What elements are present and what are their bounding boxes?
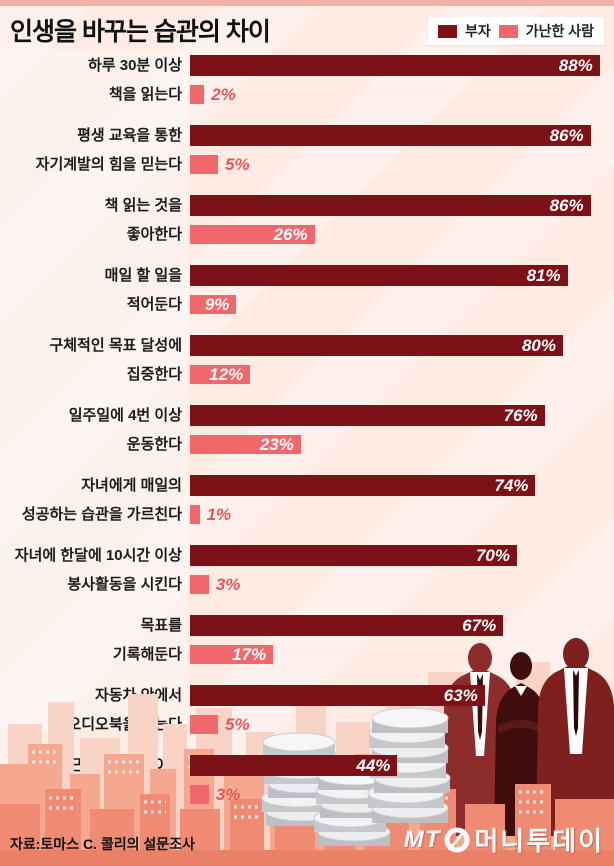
rich-value-label: 70%: [475, 545, 510, 565]
rich-value-label: 67%: [462, 615, 497, 635]
category-label: 매일 할 일을 적어둔다: [104, 267, 182, 313]
legend-poor-swatch: [498, 24, 518, 38]
poor-value-label: 1%: [206, 504, 232, 524]
moneytoday-brand-name: 머니투데이: [474, 826, 604, 856]
rich-bar: 70%: [190, 545, 517, 566]
bar-pair: 76% 23%: [190, 405, 614, 463]
poor-value-label: 26%: [273, 224, 308, 244]
poor-bar: 3%: [190, 575, 240, 594]
rich-bar: 81%: [190, 265, 568, 286]
rich-value-label: 80%: [521, 335, 556, 355]
legend: 부자 가난한 사람: [427, 17, 604, 45]
bar-pair: 63% 5%: [190, 685, 614, 743]
bar-pair: 70% 3%: [190, 545, 614, 603]
poor-value-label: 9%: [204, 294, 230, 314]
rich-bar: 44%: [190, 755, 398, 776]
rich-value-label: 74%: [494, 475, 529, 495]
bar-pair: 88% 2%: [190, 55, 614, 113]
poor-bar: 26%: [190, 225, 315, 244]
chart-row: 하루 30분 이상 책을 읽는다 88% 2%: [0, 55, 614, 113]
poor-value-label: 5%: [225, 714, 250, 734]
chart-row: 매일 할 일을 적어둔다 81% 9%: [0, 265, 614, 323]
category-label: 자녀에게 매일의 성공하는 습관을 가르친다: [21, 477, 182, 523]
poor-bar: 5%: [190, 155, 250, 174]
bar-pair: 86% 5%: [190, 125, 614, 183]
poor-value-label: 3%: [215, 784, 241, 804]
poor-bar: 3%: [190, 785, 240, 804]
poor-bar: 9%: [190, 294, 237, 314]
moneytoday-mt-mark: MT: [403, 825, 441, 853]
rich-value-label: 76%: [503, 405, 538, 425]
rich-bar: 86%: [190, 125, 591, 146]
rich-bar: 63%: [190, 685, 485, 706]
category-label: 평생 교육을 통한 자기계발의 힘을 믿는다: [35, 127, 182, 173]
source-note: 자료:토마스 C. 콜리의 설문조사: [10, 836, 195, 852]
rich-value-label: 88%: [558, 55, 593, 75]
bar-pair: 86% 26%: [190, 195, 614, 253]
poor-bar: 12%: [190, 364, 251, 384]
chart-row: 자동차 안에서 오디오북을 듣는다 63% 5%: [0, 685, 614, 743]
moneytoday-logo-icon: [444, 827, 470, 852]
chart-row: 자녀에 한달에 10시간 이상 봉사활동을 시킨다 70% 3%: [0, 545, 614, 603]
category-label: 일주일에 4번 이상 운동한다: [68, 407, 182, 453]
poor-bar: 23%: [190, 435, 301, 454]
poor-bar: 2%: [190, 85, 236, 104]
rich-bar: 74%: [190, 475, 536, 496]
rich-bar: 86%: [190, 195, 591, 216]
rich-value-label: 81%: [526, 265, 561, 285]
legend-poor-label: 가난한 사람: [525, 23, 594, 39]
bar-pair: 81% 9%: [190, 265, 614, 323]
rich-value-label: 86%: [549, 195, 584, 215]
category-label: 목표를 기록해둔다: [112, 617, 182, 663]
top-accent-strip: [0, 0, 614, 6]
moneytoday-logo: MT 머니투데이: [404, 821, 604, 858]
rich-value-label: 44%: [356, 755, 391, 775]
category-label: 자동차 안에서 오디오북을 듣는다: [67, 687, 182, 733]
poor-bar: 5%: [190, 715, 250, 734]
poor-bar: 17%: [190, 644, 274, 664]
poor-bar: 1%: [190, 505, 231, 524]
poor-value-label: 23%: [259, 434, 294, 454]
rich-bar: 67%: [190, 615, 504, 636]
bar-pair: 44% 3%: [190, 755, 614, 813]
page-title: 인생을 바꾸는 습관의 차이: [10, 18, 271, 46]
chart-row: 자녀에게 매일의 성공하는 습관을 가르친다 74% 1%: [0, 475, 614, 533]
chart-row: 목표를 기록해둔다 67% 17%: [0, 615, 614, 673]
category-label: 출근하기 3시간 이상 전에 일어난다: [54, 757, 182, 803]
rich-value-label: 63%: [443, 685, 478, 705]
bar-chart: 하루 30분 이상 책을 읽는다 88% 2% 평생 교육을 통한 자기계발의 …: [0, 55, 614, 825]
chart-row: 평생 교육을 통한 자기계발의 힘을 믿는다 86% 5%: [0, 125, 614, 183]
chart-row: 책 읽는 것을 좋아한다 86% 26%: [0, 195, 614, 253]
bar-pair: 67% 17%: [190, 615, 614, 673]
chart-row: 일주일에 4번 이상 운동한다 76% 23%: [0, 405, 614, 463]
bar-pair: 80% 12%: [190, 335, 614, 393]
legend-rich-swatch: [437, 24, 457, 38]
category-label: 하루 30분 이상 책을 읽는다: [87, 57, 182, 103]
rich-bar: 80%: [190, 335, 563, 356]
poor-value-label: 5%: [225, 154, 250, 174]
chart-row: 구체적인 목표 달성에 집중한다 80% 12%: [0, 335, 614, 393]
category-label: 자녀에 한달에 10시간 이상 봉사활동을 시킨다: [14, 547, 182, 593]
chart-row: 출근하기 3시간 이상 전에 일어난다 44% 3%: [0, 755, 614, 813]
rich-bar: 76%: [190, 405, 545, 426]
poor-value-label: 12%: [209, 364, 244, 384]
poor-value-label: 2%: [211, 84, 236, 104]
poor-value-label: 17%: [232, 644, 267, 664]
category-label: 책 읽는 것을 좋아한다: [104, 197, 182, 243]
rich-bar: 88%: [190, 55, 600, 76]
poor-value-label: 3%: [215, 574, 241, 594]
rich-value-label: 86%: [549, 125, 584, 145]
legend-rich-label: 부자: [464, 23, 491, 39]
bar-pair: 74% 1%: [190, 475, 614, 533]
category-label: 구체적인 목표 달성에 집중한다: [49, 337, 182, 383]
